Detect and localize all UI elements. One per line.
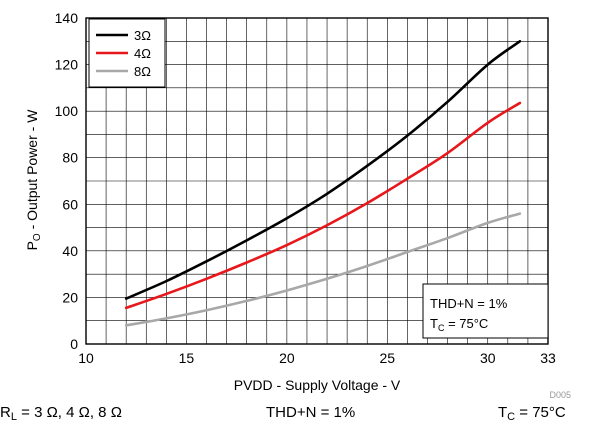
- y-tick-labels: 0 20 40 60 80 100 120 140: [55, 10, 79, 352]
- chart-series: [124, 39, 522, 327]
- y-tick-label: 120: [55, 57, 79, 73]
- y-tick-label: 80: [62, 150, 78, 166]
- y-tick-label: 100: [55, 103, 79, 119]
- x-tick-label: 15: [179, 350, 195, 366]
- series-line-3Ω: [124, 39, 522, 300]
- annotation-tc: TC = 75°C: [430, 316, 488, 333]
- x-tick-label: 25: [380, 350, 396, 366]
- y-tick-label: 20: [62, 289, 78, 305]
- x-tick-labels: 10 15 20 25 30 33: [78, 350, 556, 366]
- annotation-thd: THD+N = 1%: [430, 296, 508, 311]
- x-tick-label: 30: [480, 350, 496, 366]
- legend-label: 4Ω: [134, 46, 151, 61]
- conditions-annotation: THD+N = 1% TC = 75°C: [422, 283, 549, 339]
- x-axis-label: PVDD - Supply Voltage - V: [234, 377, 401, 393]
- legend: 3Ω 4Ω 8Ω: [88, 18, 166, 88]
- y-tick-label: 140: [55, 10, 79, 26]
- x-tick-label: 33: [540, 350, 556, 366]
- plot-frame: [85, 17, 549, 345]
- x-tick-label: 10: [78, 350, 94, 366]
- y-tick-label: 0: [70, 336, 78, 352]
- figure-id: D005: [549, 390, 571, 400]
- x-tick-label: 20: [279, 350, 295, 366]
- legend-label: 3Ω: [134, 28, 151, 43]
- series-line-4Ω: [124, 101, 522, 310]
- y-tick-label: 40: [62, 243, 78, 259]
- caption-load-resistance: RL = 3 Ω, 4 Ω, 8 Ω: [0, 404, 122, 423]
- caption-thd: THD+N = 1%: [266, 404, 356, 421]
- y-tick-label: 60: [62, 196, 78, 212]
- legend-label: 8Ω: [134, 64, 151, 79]
- series-line-8Ω: [124, 212, 522, 327]
- caption-case-temperature: TC = 75°C: [498, 404, 566, 423]
- y-axis-label: PO - Output Power - W: [24, 109, 43, 251]
